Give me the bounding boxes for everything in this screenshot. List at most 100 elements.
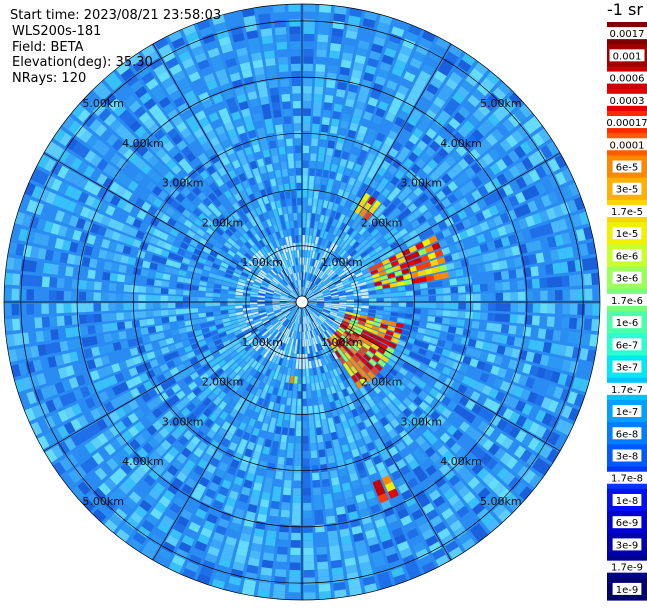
scan-gate [317,435,323,443]
scan-gate [275,471,283,479]
scan-gate [116,284,124,292]
scan-gate [274,19,286,27]
scan-gate [28,332,37,344]
scan-gate [495,293,503,301]
ring-label: 3.00km [400,177,442,190]
colorbar-tick-label: 1e-8 [616,496,639,507]
colorbar-tick-label: 0.0006 [610,74,645,85]
scan-gate [477,331,486,340]
scan-gate [298,376,301,384]
scan-gate [464,320,472,328]
scan-gate [80,326,89,336]
scan-gate [304,49,314,57]
scan-gate [79,315,87,324]
scan-gate [271,95,280,103]
scan-gate [258,13,270,22]
scan-gate [87,270,95,279]
scan-gate [278,539,288,547]
scan-gate [477,264,486,273]
scan-gate [442,318,450,325]
scan-gate [258,582,270,591]
scan-gate [312,465,319,473]
scan-gate [399,303,407,307]
scan-gate [303,466,310,474]
scan-gate [592,288,600,300]
scan-gate [331,118,340,127]
scan-gate [273,109,282,117]
scan-gate [264,50,275,59]
scan-gate [303,198,307,206]
scan-gate [508,325,516,334]
scan-gate [481,293,489,301]
scan-gate [421,303,429,308]
scan-gate [12,273,20,285]
scan-gate [205,298,213,302]
scan-gate [161,310,169,316]
scan-gate [27,318,35,329]
scan-gate [304,41,315,49]
field-label: Field: BETA [12,40,84,55]
scan-gate [318,576,330,584]
scan-gate [126,266,135,274]
scan-gate [294,466,301,474]
nrays-label: NRays: 120 [12,71,86,86]
scan-gate [391,307,399,311]
scan-gate [153,310,161,316]
scan-gate [552,330,561,341]
scan-gate [429,296,437,301]
scan-gate [5,273,13,285]
scan-gate [322,117,330,125]
scan-gate [34,304,42,315]
scan-gate [118,331,127,340]
scan-gate [102,272,110,281]
scan-gate [406,303,414,308]
scan-gate [332,484,341,493]
scan-gate [289,577,300,585]
scan-gate [518,292,526,301]
scan-gate [94,314,102,323]
scan-gate [323,102,332,110]
scan-gate [287,153,293,161]
scan-gate [289,168,295,176]
colorbar-tick-label: 1.7e-8 [611,474,643,485]
scan-gate [297,190,302,198]
scan-gate [303,56,313,64]
scan-gate [288,161,294,169]
scan-gate [126,330,135,338]
scan-gate [304,548,314,556]
scan-gate [153,287,161,293]
scan-gate [34,290,42,301]
ring-label: 2.00km [361,376,403,389]
scan-gate [510,303,518,312]
scan-gate [406,291,414,296]
scan-gate [273,591,285,599]
scan-gate [303,473,310,481]
scan-gate [318,442,325,450]
colorbar-tick-label: 6e-5 [616,163,639,174]
scan-gate [273,486,282,494]
scan-gate [562,304,570,315]
scan-gate [561,317,569,328]
scan-gate [131,285,139,292]
scan-gate [499,335,508,344]
colorbar-tick-label: 0.0003 [610,96,645,107]
scan-gate [302,376,305,384]
scan-gate [443,295,451,301]
scan-gate [109,283,117,291]
scan-gate [530,328,539,338]
scan-gate [428,289,436,295]
scan-gate [291,540,301,548]
scan-gate [493,272,501,281]
scan-gate [332,21,344,30]
scan-gate [320,132,328,140]
scan-gate [4,288,12,300]
scan-gate [132,276,140,284]
scan-gate [19,289,27,300]
scan-gate [277,49,288,57]
scan-gate [533,303,541,313]
scan-gate [101,282,109,290]
scan-gate [499,260,508,269]
scan-gate [314,510,323,518]
scan-gate [585,289,593,301]
scan-gate [153,295,161,301]
